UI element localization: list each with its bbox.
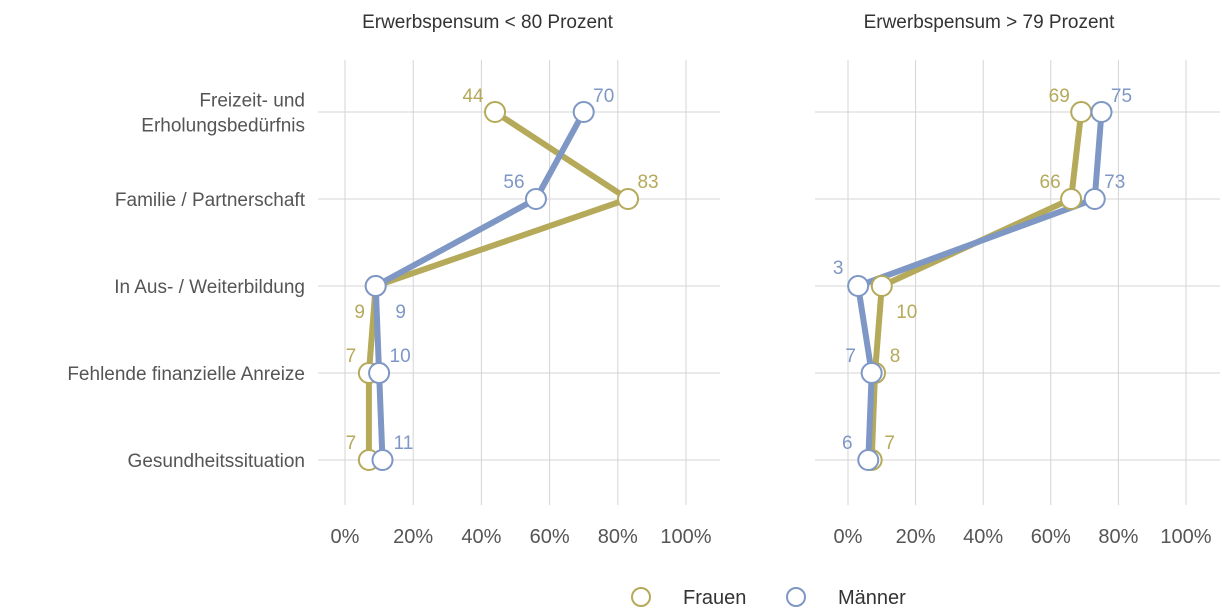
data-point-frauen bbox=[1060, 188, 1083, 210]
data-label-maenner: 6 bbox=[842, 433, 853, 454]
data-label-maenner: 56 bbox=[503, 172, 524, 193]
x-tick-label: 60% bbox=[530, 526, 570, 548]
x-tick-label: 20% bbox=[393, 526, 433, 548]
data-label-maenner: 7 bbox=[845, 346, 856, 367]
x-tick-label: 40% bbox=[461, 526, 501, 548]
data-point-frauen bbox=[870, 275, 893, 297]
panel-2: Erwerbspensum > 79 Prozent 0% 20% 40% 60% 80%… bbox=[815, 12, 1220, 548]
category-label: Gesundheitssituation bbox=[128, 451, 305, 472]
legend-label-maenner: Männer bbox=[838, 587, 906, 609]
data-label-frauen: 9 bbox=[354, 302, 365, 323]
data-point-maenner bbox=[371, 449, 394, 471]
data-point-maenner bbox=[364, 275, 387, 297]
data-point-maenner bbox=[524, 188, 547, 210]
data-label-frauen: 66 bbox=[1040, 172, 1061, 193]
data-label-frauen: 69 bbox=[1049, 86, 1070, 107]
data-label-frauen: 7 bbox=[884, 433, 895, 454]
x-tick-label: 80% bbox=[598, 526, 638, 548]
data-label-frauen: 8 bbox=[890, 346, 901, 367]
data-label-maenner: 73 bbox=[1104, 172, 1125, 193]
data-label-frauen: 10 bbox=[896, 302, 917, 323]
category-label: In Aus- / Weiterbildung bbox=[114, 277, 305, 298]
x-tick-label: 0% bbox=[834, 526, 863, 548]
data-label-frauen: 83 bbox=[637, 172, 658, 193]
data-point-maenner bbox=[847, 275, 870, 297]
data-point-maenner bbox=[368, 362, 391, 384]
data-point-frauen bbox=[1070, 101, 1093, 123]
data-point-maenner bbox=[572, 101, 595, 123]
legend-marker-maenner bbox=[786, 587, 806, 607]
data-label-frauen: 7 bbox=[346, 346, 357, 367]
data-point-frauen bbox=[617, 188, 640, 210]
data-point-maenner bbox=[860, 362, 883, 384]
x-tick-label: 100% bbox=[660, 526, 711, 548]
data-label-maenner: 3 bbox=[833, 258, 844, 279]
data-point-maenner bbox=[1083, 188, 1106, 210]
data-point-maenner bbox=[857, 449, 880, 471]
x-tick-label: 60% bbox=[1031, 526, 1071, 548]
data-label-maenner: 75 bbox=[1111, 86, 1132, 107]
panel-title: Erwerbspensum < 80 Prozent bbox=[362, 12, 614, 33]
data-point-maenner bbox=[1090, 101, 1113, 123]
category-label: Freizeit- und Erholungsbedürfnis bbox=[141, 91, 305, 137]
legend: Frauen Männer bbox=[631, 587, 906, 609]
data-label-maenner: 10 bbox=[390, 346, 411, 367]
category-labels: Freizeit- und Erholungsbedürfnis Familie /… bbox=[67, 91, 305, 473]
legend-marker-frauen bbox=[631, 587, 651, 607]
x-tick-label: 20% bbox=[896, 526, 936, 548]
legend-label-frauen: Frauen bbox=[683, 587, 746, 609]
data-label-frauen: 7 bbox=[346, 433, 357, 454]
x-tick-label: 0% bbox=[331, 526, 360, 548]
x-tick-label: 100% bbox=[1160, 526, 1211, 548]
data-label-maenner: 11 bbox=[394, 433, 414, 454]
data-label-maenner: 70 bbox=[593, 86, 614, 107]
category-label: Fehlende finanzielle Anreize bbox=[67, 364, 305, 385]
x-tick-label: 40% bbox=[963, 526, 1003, 548]
panel-1: Erwerbspensum < 80 Prozent 0% 20% 40% 60% 80%… bbox=[318, 12, 720, 548]
data-label-maenner: 9 bbox=[395, 302, 406, 323]
data-label-frauen: 44 bbox=[462, 86, 484, 107]
data-point-frauen bbox=[484, 101, 507, 123]
category-label: Familie / Partnerschaft bbox=[115, 190, 306, 211]
panel-title: Erwerbspensum > 79 Prozent bbox=[864, 12, 1116, 33]
x-tick-label: 80% bbox=[1098, 526, 1138, 548]
